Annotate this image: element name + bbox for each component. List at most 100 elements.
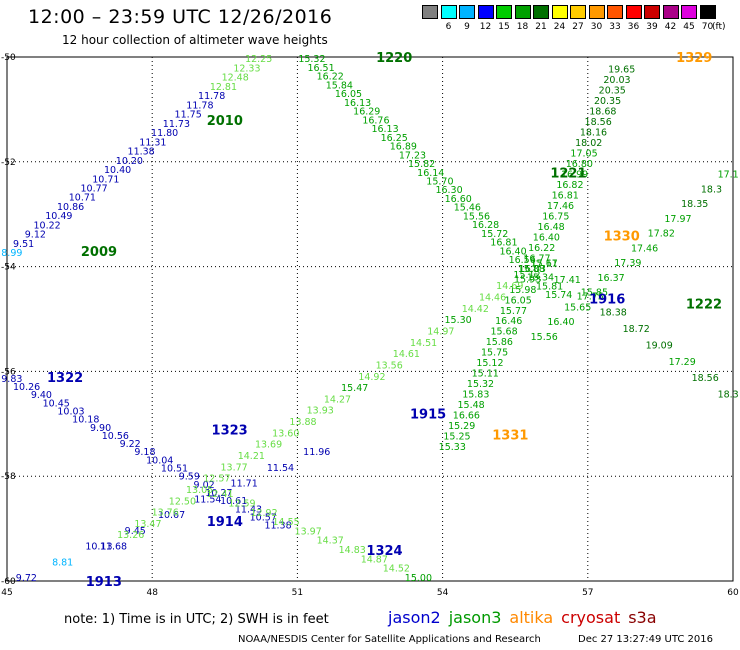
lat-tick-label: -58 bbox=[1, 472, 16, 482]
lat-tick-label: -56 bbox=[1, 367, 16, 377]
scale-label: 15 bbox=[498, 22, 510, 32]
wave-height-value: 18.72 bbox=[623, 324, 650, 335]
wave-height-value: 9.59 bbox=[179, 472, 200, 483]
wave-height-value: 16.05 bbox=[505, 295, 532, 306]
scale-label: 30 bbox=[590, 22, 603, 32]
wave-height-value: 15.29 bbox=[448, 421, 475, 432]
wave-height-value: 10.77 bbox=[81, 183, 108, 194]
wave-height-value: 16.05 bbox=[335, 89, 362, 100]
scale-label: 27 bbox=[572, 22, 584, 32]
wave-height-value: 13.26 bbox=[117, 530, 144, 541]
wave-height-value: 10.51 bbox=[161, 464, 188, 475]
pass-label: 1916 bbox=[589, 292, 625, 307]
wave-height-value: 17.1 bbox=[718, 170, 739, 181]
wave-height-value: 17.23 bbox=[399, 150, 426, 161]
wave-height-value: 14.51 bbox=[410, 338, 437, 349]
wave-height-value: 15.32 bbox=[298, 54, 325, 65]
wave-height-value: 13.77 bbox=[220, 462, 247, 473]
wave-height-value: 12.59 bbox=[228, 498, 255, 509]
scale-label: 6 bbox=[445, 22, 452, 32]
wave-height-value: 15.47 bbox=[341, 383, 368, 394]
wave-height-value: 18.68 bbox=[589, 107, 616, 118]
wave-height-value: 20.35 bbox=[599, 86, 626, 97]
scale-label: 36 bbox=[627, 22, 640, 32]
scale-swatch bbox=[496, 5, 512, 19]
pass-label: 2010 bbox=[207, 114, 243, 129]
scale-label: 45 bbox=[683, 22, 695, 32]
scale-swatch bbox=[644, 5, 660, 19]
wave-height-value: 15.81 bbox=[536, 281, 563, 292]
lat-tick-label: -52 bbox=[1, 158, 16, 168]
wave-height-value: 17.46 bbox=[631, 243, 658, 254]
scale-label: 21 bbox=[535, 22, 547, 32]
scale-swatch bbox=[625, 5, 642, 19]
wave-height-value: 15.65 bbox=[564, 302, 591, 313]
wave-height-value: 15.12 bbox=[513, 270, 540, 281]
wave-height-value: 10.86 bbox=[57, 202, 84, 213]
wave-height-value: 12.25 bbox=[245, 54, 272, 65]
wave-height-value: 11.75 bbox=[175, 110, 202, 121]
footer-note: note: 1) Time is in UTC; 2) SWH is in fe… bbox=[64, 612, 329, 627]
wave-height-value: 9.12 bbox=[25, 230, 46, 241]
wave-height-value: 17.29 bbox=[669, 357, 696, 368]
wave-height-value: 11.38 bbox=[128, 147, 155, 158]
pass-label: 1222 bbox=[686, 298, 722, 313]
wave-height-value: 18.16 bbox=[580, 128, 607, 139]
wave-height-value: 16.29 bbox=[353, 107, 380, 118]
wave-height-value: 15.83 bbox=[462, 390, 489, 401]
wave-height-value: 9.72 bbox=[16, 573, 37, 584]
wave-height-value: 10.26 bbox=[13, 382, 40, 393]
scale-label: 42 bbox=[664, 22, 677, 32]
scale-swatch bbox=[681, 5, 697, 19]
wave-height-value: 9.83 bbox=[1, 374, 22, 385]
scale-swatch bbox=[422, 5, 438, 19]
pass-label: 1324 bbox=[366, 544, 402, 559]
wave-height-value: 14.42 bbox=[462, 304, 489, 315]
scale-unit: (ft) bbox=[712, 22, 726, 32]
wave-height-value: 17.39 bbox=[614, 258, 641, 269]
wave-height-value: 16.03 bbox=[519, 264, 546, 275]
wave-height-value: 13.69 bbox=[255, 440, 282, 451]
wave-height-value: 16.60 bbox=[445, 194, 472, 205]
wave-height-value: 14.87 bbox=[361, 554, 388, 565]
wave-height-value: 13.76 bbox=[152, 508, 179, 519]
wave-height-value: 15.00 bbox=[405, 573, 432, 584]
lon-tick-label: 60 bbox=[727, 588, 739, 598]
lon-tick-label: 45 bbox=[1, 588, 12, 598]
wave-height-value: 11.78 bbox=[186, 100, 213, 111]
wave-height-value: 18.35 bbox=[681, 199, 708, 210]
pass-label: 1329 bbox=[676, 51, 712, 66]
wave-height-value: 15.56 bbox=[463, 211, 490, 222]
wave-height-value: 15.56 bbox=[531, 332, 558, 343]
pass-label: 1915 bbox=[410, 408, 446, 423]
wave-height-value: 15.74 bbox=[545, 290, 572, 301]
scale-label: 9 bbox=[464, 22, 470, 32]
wave-height-value: 11.96 bbox=[303, 447, 330, 458]
wave-height-value: 16.56 bbox=[509, 255, 536, 266]
pass-label: 2009 bbox=[81, 245, 117, 260]
pass-label: 1913 bbox=[86, 575, 122, 590]
wave-height-value: 13.47 bbox=[134, 519, 161, 530]
wave-height-value: 8.81 bbox=[52, 557, 73, 568]
wave-height-value: 17.67 bbox=[531, 259, 558, 270]
wave-height-value: 16.80 bbox=[566, 159, 593, 170]
wave-height-value: 13.56 bbox=[376, 360, 403, 371]
wave-height-value: 16.13 bbox=[344, 98, 371, 109]
pass-label: 1331 bbox=[492, 429, 528, 444]
wave-height-value: 10.18 bbox=[72, 415, 99, 426]
wave-height-value: 16.30 bbox=[435, 185, 462, 196]
wave-height-value: 10.67 bbox=[158, 510, 185, 521]
pass-label: 1323 bbox=[212, 423, 248, 438]
wave-height-value: 15.11 bbox=[531, 259, 558, 270]
wave-height-value: 10.57 bbox=[250, 512, 277, 523]
wave-height-value: 15.68 bbox=[490, 327, 517, 338]
wave-height-value: 11.68 bbox=[100, 542, 127, 553]
wave-height-value: 15.84 bbox=[326, 80, 353, 91]
wave-height-value: 10.56 bbox=[102, 431, 129, 442]
wave-height-value: 14.83 bbox=[339, 545, 366, 556]
wave-height-value: 16.25 bbox=[381, 133, 408, 144]
wave-height-value: 13.93 bbox=[307, 406, 334, 417]
wave-height-value: 15.33 bbox=[439, 442, 466, 453]
wave-height-value: 14.61 bbox=[393, 349, 420, 360]
wave-height-value: 16.40 bbox=[533, 232, 560, 243]
